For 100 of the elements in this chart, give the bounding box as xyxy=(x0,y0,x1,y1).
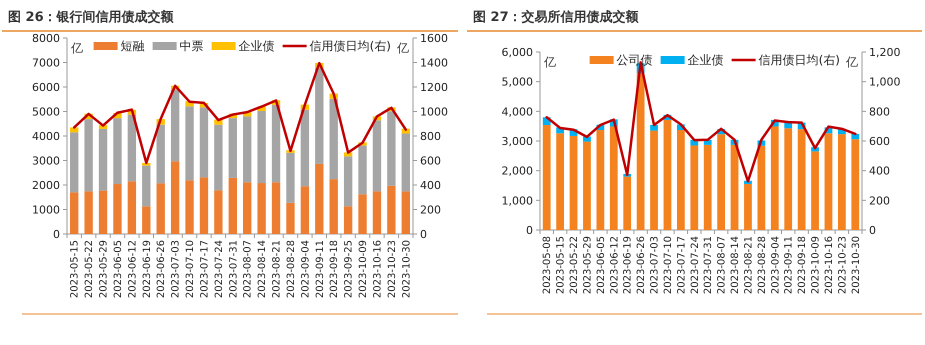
y-tick-label: 2000 xyxy=(32,179,60,192)
bar xyxy=(610,126,618,230)
x-tick-label: 2023-05-29 xyxy=(98,240,110,298)
bar xyxy=(636,73,645,230)
bar xyxy=(142,206,150,234)
x-tick-label: 2023-06-19 xyxy=(142,240,153,298)
x-tick-label: 2023-10-30 xyxy=(401,240,412,298)
x-tick-label: 2023-05-22 xyxy=(569,236,580,294)
bar xyxy=(185,106,194,180)
bar xyxy=(798,129,806,230)
bar xyxy=(98,128,108,191)
y-tick-label: 1000 xyxy=(32,204,60,216)
bar xyxy=(70,192,78,234)
y-tick-label: 0 xyxy=(53,228,60,241)
bar xyxy=(344,206,352,234)
y2-tick-label: 800 xyxy=(869,105,890,118)
y-tick-label: 6,000 xyxy=(502,46,533,59)
x-tick-label: 2023-10-23 xyxy=(386,240,398,298)
x-tick-label: 2023-05-15 xyxy=(556,236,567,294)
bar xyxy=(623,176,632,230)
legend-label: 短融 xyxy=(120,39,145,53)
y-tick-label: 0 xyxy=(526,224,533,237)
x-tick-label: 2023-06-12 xyxy=(609,236,620,294)
y-tick-label: 7000 xyxy=(32,56,60,70)
bar xyxy=(185,180,194,234)
x-tick-label: 2023-06-12 xyxy=(127,240,138,298)
bar xyxy=(676,130,685,230)
x-tick-label: 2023-09-04 xyxy=(300,240,312,298)
bar xyxy=(344,152,352,156)
bar xyxy=(200,107,208,178)
legend-label: 中票 xyxy=(180,39,204,53)
x-tick-label: 2023-09-18 xyxy=(329,240,340,298)
y-tick-label: 3000 xyxy=(32,154,60,168)
x-tick-label: 2023-08-14 xyxy=(730,236,742,294)
x-tick-label: 2023-06-05 xyxy=(112,240,124,298)
x-tick-label: 2023-08-14 xyxy=(257,240,268,298)
x-tick-label: 2023-10-30 xyxy=(850,236,862,294)
bar xyxy=(664,120,672,230)
bar xyxy=(170,90,180,162)
y2-tick-label: 1600 xyxy=(420,32,448,45)
x-tick-label: 2023-07-17 xyxy=(676,236,688,294)
x-tick-label: 2023-05-29 xyxy=(582,236,594,294)
x-tick-label: 2023-08-07 xyxy=(716,236,728,294)
x-tick-label: 2023-10-23 xyxy=(837,236,848,294)
bar xyxy=(98,190,108,234)
bar xyxy=(128,181,136,234)
y-tick-label: 5000 xyxy=(32,106,60,118)
bar xyxy=(583,142,591,230)
y2-tick-label: 400 xyxy=(420,179,441,192)
bar xyxy=(542,124,551,230)
bar xyxy=(330,98,338,180)
y2-tick-label: 1400 xyxy=(420,56,448,70)
bar xyxy=(214,124,223,190)
x-tick-label: 2023-05-08 xyxy=(542,236,554,294)
x-tick-label: 2023-07-24 xyxy=(214,240,225,298)
y-tick-label: 8000 xyxy=(32,32,60,45)
bar xyxy=(717,134,726,230)
bar xyxy=(344,156,352,206)
bar xyxy=(770,126,779,230)
y2-tick-label: 600 xyxy=(869,135,890,148)
y-tick-label: 6000 xyxy=(32,81,60,94)
x-tick-label: 2023-07-31 xyxy=(703,236,714,294)
y2-axis-title: 亿 xyxy=(396,41,409,55)
bar xyxy=(570,136,578,230)
bar xyxy=(372,120,382,192)
x-tick-label: 2023-05-15 xyxy=(70,240,81,298)
x-tick-label: 2023-09-25 xyxy=(344,240,355,298)
bar xyxy=(315,164,324,234)
x-tick-label: 2023-09-11 xyxy=(784,236,795,294)
bar xyxy=(556,133,564,230)
x-tick-label: 2023-05-22 xyxy=(84,240,96,298)
bar xyxy=(228,118,237,178)
y2-tick-label: 200 xyxy=(869,194,890,208)
y-tick-label: 5,000 xyxy=(502,76,533,89)
y2-tick-label: 0 xyxy=(420,228,427,241)
x-tick-label: 2023-06-05 xyxy=(596,236,607,294)
bar xyxy=(372,191,382,234)
y-axis-title: 亿 xyxy=(70,41,83,55)
x-tick-label: 2023-08-21 xyxy=(743,236,754,294)
x-tick-label: 2023-08-28 xyxy=(756,236,768,294)
bar xyxy=(650,124,658,131)
bar xyxy=(128,114,136,182)
legend-label: 信用债日均(右) xyxy=(758,53,840,67)
x-tick-label: 2023-06-26 xyxy=(156,240,168,298)
bar xyxy=(704,144,712,230)
y2-tick-label: 1,000 xyxy=(869,76,900,89)
y2-tick-label: 800 xyxy=(420,130,441,143)
x-tick-label: 2023-08-21 xyxy=(272,240,283,298)
x-tick-label: 2023-06-19 xyxy=(622,236,634,294)
bar xyxy=(402,191,410,234)
bar xyxy=(315,68,324,164)
x-tick-label: 2023-09-04 xyxy=(770,236,782,294)
bar xyxy=(387,186,396,234)
x-tick-label: 2023-07-10 xyxy=(185,240,196,298)
bar xyxy=(358,146,367,194)
bar xyxy=(387,111,396,186)
x-tick-label: 2023-10-16 xyxy=(824,236,835,294)
bar xyxy=(838,134,846,230)
bar xyxy=(286,152,295,203)
bar xyxy=(757,146,766,230)
